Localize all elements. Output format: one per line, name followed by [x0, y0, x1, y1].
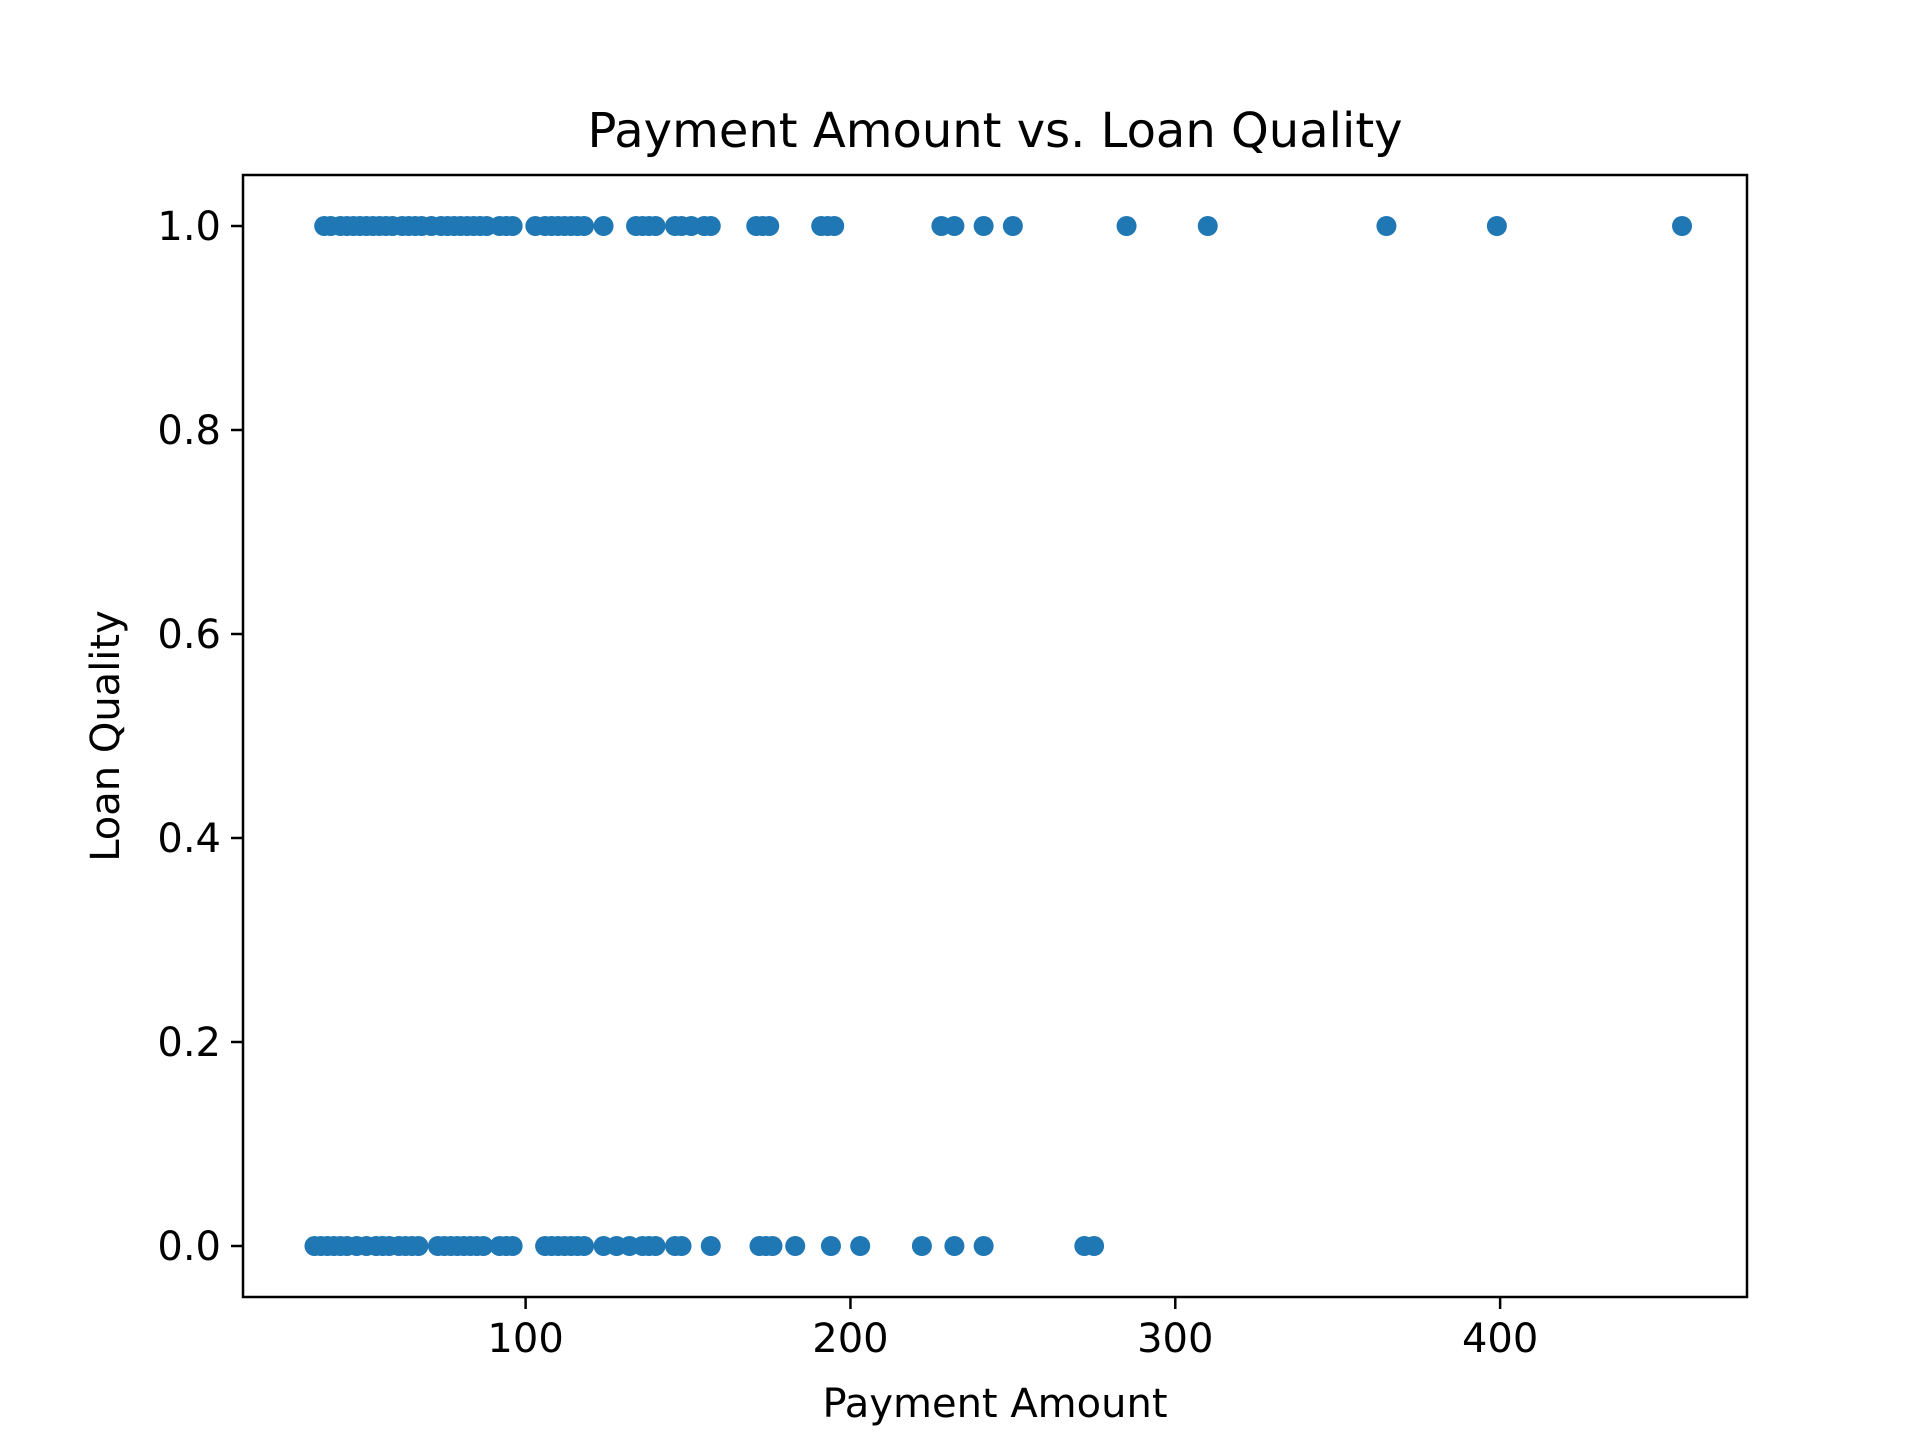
- scatter-point: [759, 216, 780, 236]
- y-axis-label: Loan Quality: [83, 610, 129, 862]
- scatter-point: [824, 216, 845, 236]
- scatter-point: [502, 216, 523, 236]
- scatter-point: [785, 1236, 806, 1256]
- scatter-point: [944, 216, 965, 236]
- y-tick-label: 0.6: [157, 612, 221, 658]
- scatter-point: [1376, 216, 1397, 236]
- scatter-point: [1002, 216, 1023, 236]
- scatter-point: [762, 1236, 783, 1256]
- scatter-point: [473, 1236, 494, 1256]
- scatter-point: [645, 1236, 666, 1256]
- scatter-point: [911, 1236, 932, 1256]
- points-layer: [304, 216, 1693, 1256]
- y-tick-label: 0.2: [157, 1020, 221, 1066]
- scatter-point: [944, 1236, 965, 1256]
- y-tick-label: 0.8: [157, 408, 221, 454]
- scatter-point: [1197, 216, 1218, 236]
- y-axis: 0.0 0.2 0.4 0.6 0.8 1.0: [157, 204, 243, 1270]
- scatter-point: [502, 1236, 523, 1256]
- y-tick-label: 0.0: [157, 1224, 221, 1270]
- scatter-point: [1116, 216, 1137, 236]
- x-axis-label: Payment Amount: [822, 1381, 1167, 1427]
- scatter-point: [700, 1236, 721, 1256]
- y-tick-label: 1.0: [157, 204, 221, 250]
- scatter-point: [574, 216, 595, 236]
- x-tick-label: 200: [812, 1316, 888, 1362]
- x-axis: 100 200 300 400: [487, 1297, 1538, 1362]
- scatter-point: [1486, 216, 1507, 236]
- scatter-point: [1672, 216, 1693, 236]
- scatter-point: [408, 1236, 429, 1256]
- x-tick-label: 300: [1137, 1316, 1213, 1362]
- scatter-point: [671, 1236, 692, 1256]
- scatter-point: [973, 216, 994, 236]
- scatter-point: [700, 216, 721, 236]
- scatter-point: [645, 216, 666, 236]
- scatter-point: [593, 216, 614, 236]
- x-tick-label: 400: [1462, 1316, 1538, 1362]
- y-tick-label: 0.4: [157, 816, 221, 862]
- x-tick-label: 100: [487, 1316, 563, 1362]
- scatter-point: [574, 1236, 595, 1256]
- scatter-point: [820, 1236, 841, 1256]
- scatter-point: [1084, 1236, 1105, 1256]
- scatter-point: [973, 1236, 994, 1256]
- plot-frame: [241, 173, 1749, 1299]
- chart-title: Payment Amount vs. Loan Quality: [587, 103, 1402, 159]
- scatter-point: [850, 1236, 871, 1256]
